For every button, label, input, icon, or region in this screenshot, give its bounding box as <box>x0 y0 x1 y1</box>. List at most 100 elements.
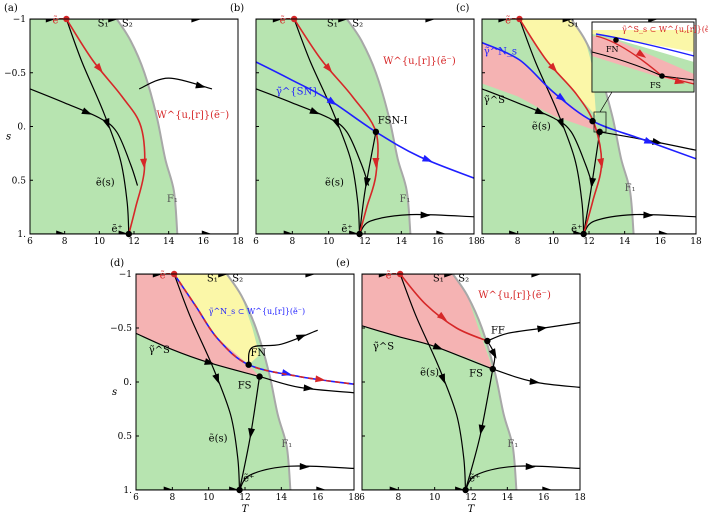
x-tick-label: 6 <box>359 493 365 503</box>
curve-arrow <box>195 81 206 89</box>
curve-arrow <box>444 274 455 278</box>
inset-zoom: γ̃^S_s ⊂ W^{u,[r]}(ẽ⁻) FN FS <box>591 21 708 93</box>
plot-area <box>136 274 354 490</box>
annotation: ẽ(s) <box>532 122 551 133</box>
x-tick-label: 18 <box>468 237 480 247</box>
x-tick-label: 12 <box>583 237 594 247</box>
x-tick-label: 8 <box>515 237 521 247</box>
x-tick-label: 10 <box>429 493 441 503</box>
panel-label: (a) <box>4 3 18 14</box>
curve-arrow <box>212 373 220 384</box>
zoom-connector <box>599 91 613 113</box>
x-tick-label: 6 <box>133 493 139 503</box>
x-tick-label: 12 <box>128 237 139 247</box>
curve-arrow <box>436 230 447 234</box>
x-axis-label: T <box>242 504 250 515</box>
annotation: S₂ <box>232 274 243 285</box>
x-tick-label: 12 <box>465 493 476 503</box>
x-tick-label: 6 <box>27 237 33 247</box>
curve-arrow <box>45 19 56 23</box>
curve-arrow <box>643 211 654 219</box>
curve-arrow <box>589 177 597 188</box>
x-tick-label: 14 <box>502 493 514 503</box>
curve <box>358 213 474 234</box>
curve-arrow <box>436 311 448 321</box>
curve <box>65 19 146 234</box>
x-tick-label: 10 <box>203 493 215 503</box>
y-axis-label: s <box>112 387 117 398</box>
curve <box>583 131 601 234</box>
annotation: ẽ⁺ <box>469 473 480 484</box>
y-tick-label: 0.5 <box>12 176 27 186</box>
curve-arrow <box>525 463 536 471</box>
annotation: W^{u,[r]}(ẽ⁻) <box>383 56 456 67</box>
equilibrium-point <box>484 337 491 345</box>
inset-point-FS <box>659 73 665 79</box>
curve-arrow <box>556 117 564 129</box>
curve <box>399 274 467 490</box>
y-tick-label: 1. <box>17 230 26 240</box>
curve-arrow <box>363 177 371 188</box>
inset-label: γ̃^S_s ⊂ W^{u,[r]}(ẽ⁻) <box>622 25 708 34</box>
annotation: ẽ⁻ <box>280 15 291 26</box>
curve-arrow <box>281 369 293 376</box>
plot-area <box>30 19 238 234</box>
curve-arrow <box>531 274 542 278</box>
curve-arrow <box>372 158 380 169</box>
x-tick-label: 14 <box>276 493 288 503</box>
equilibrium-point <box>372 128 380 136</box>
inset-label: FN <box>606 45 619 54</box>
annotation: FS <box>238 380 252 391</box>
x-tick-label: 8 <box>62 237 68 247</box>
annotation: γ̃^S <box>373 342 394 353</box>
inset-frame <box>591 21 695 93</box>
y-tick-label: 1. <box>123 486 132 496</box>
x-tick-label: 18 <box>690 237 702 247</box>
x-tick-label: 10 <box>323 237 335 247</box>
curve-arrow <box>295 334 307 342</box>
annotation: γ̃^S <box>484 95 505 106</box>
curve <box>487 322 580 342</box>
x-tick-label: 10 <box>548 237 560 247</box>
annotation: S₁ <box>98 19 109 30</box>
x-tick-label: 8 <box>169 493 175 503</box>
boundary-F1 <box>115 19 179 234</box>
x-tick-label: 14 <box>163 237 175 247</box>
curve-arrow <box>309 107 320 115</box>
curve-arrow <box>191 19 202 23</box>
curve-arrow <box>323 62 333 73</box>
annotation: F₁ <box>507 439 518 450</box>
curve-arrow <box>316 486 327 490</box>
panel-label: (e) <box>336 258 350 269</box>
curve-arrow <box>389 486 400 490</box>
region-green <box>256 19 411 234</box>
x-tick-label: 12 <box>359 237 370 247</box>
curve-arrow <box>118 230 129 234</box>
equilibrium-point <box>589 117 596 125</box>
y-tick-label: −1 <box>13 15 26 25</box>
curve-arrow <box>140 158 148 169</box>
annotation: ẽ⁺ <box>571 224 582 235</box>
x-tick-label: 8 <box>289 237 295 247</box>
curve-arrow <box>315 375 326 383</box>
x-tick-label: 18 <box>232 237 244 247</box>
curve-arrow <box>537 325 548 333</box>
plot-area <box>362 274 580 490</box>
curve <box>482 88 594 186</box>
annotation: ẽ(s) <box>209 433 228 444</box>
curve-arrow <box>108 19 119 23</box>
curve-arrow <box>658 230 669 234</box>
curve <box>464 368 494 490</box>
annotation: ẽ⁺ <box>243 473 254 484</box>
curve-arrow <box>303 384 314 392</box>
curve <box>518 19 603 234</box>
curve-arrow <box>643 136 655 144</box>
curve-arrow <box>272 19 283 23</box>
curve-arrow <box>201 230 212 234</box>
curve-arrow <box>204 358 215 365</box>
panel-1: 6 8 10 12 14 16 18 −1 −0.5 0. 0.5 1. s (a) ẽ⁻ S₁ S₂ W^{u,… <box>4 3 244 247</box>
curve-arrow <box>248 428 256 439</box>
annotation: ẽ⁻ <box>386 270 397 281</box>
curve-arrow <box>562 19 573 23</box>
y-tick-label: −0.5 <box>4 69 26 79</box>
